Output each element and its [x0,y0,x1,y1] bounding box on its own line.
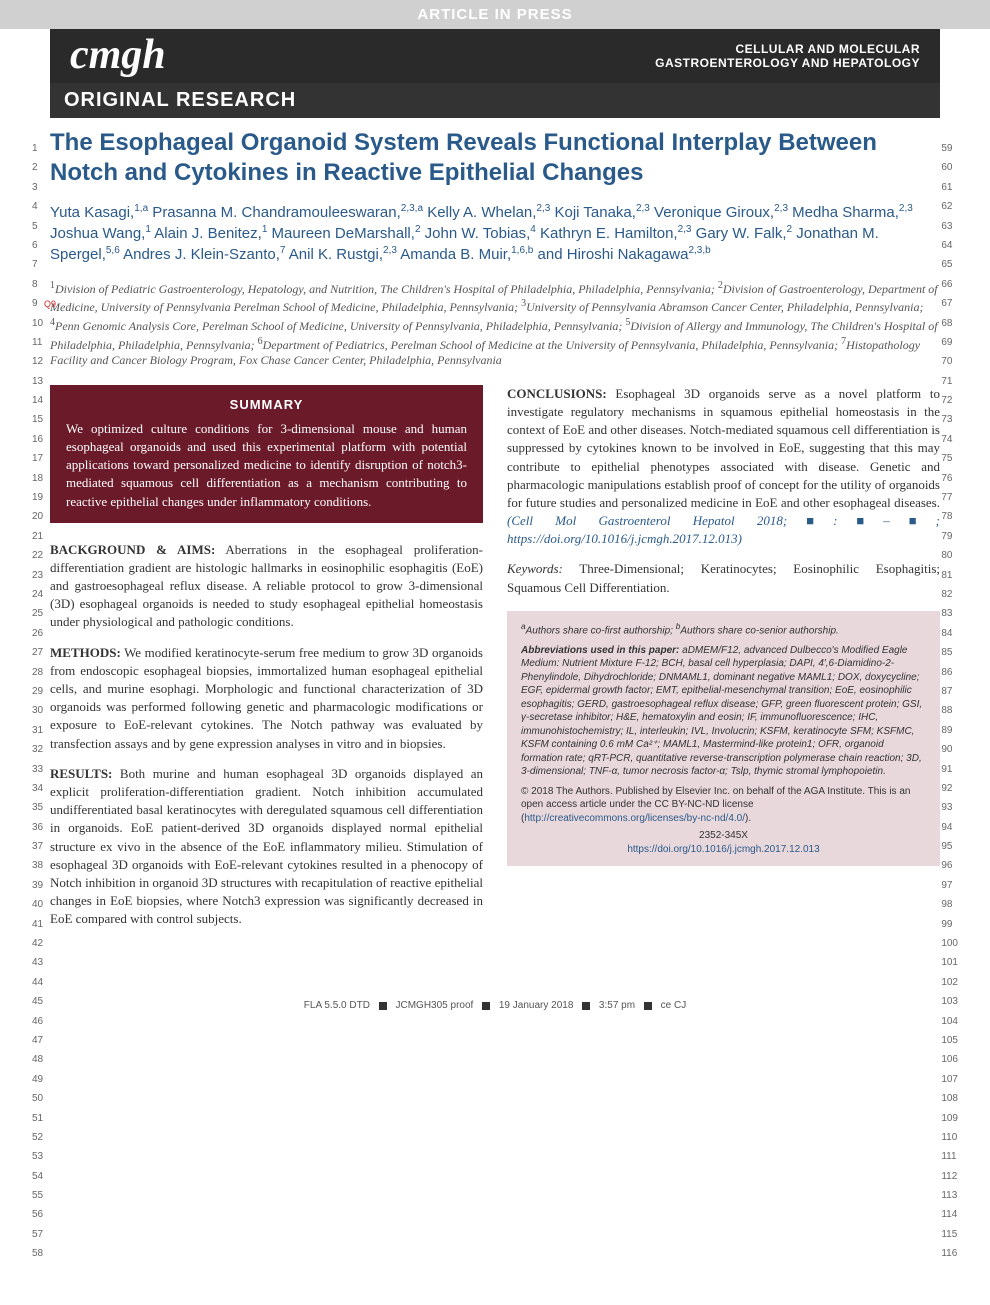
abstract-methods: METHODS: We modified keratinocyte-serum … [50,644,483,753]
query-tag: Q9 [44,299,56,309]
line-numbers-left: 1234567891011121314151617181920212223242… [32,144,43,1269]
affiliations: 1Division of Pediatric Gastroenterology,… [50,279,940,369]
journal-header: cmgh CELLULAR AND MOLECULAR GASTROENTERO… [50,29,940,83]
left-column: SUMMARY We optimized culture conditions … [50,385,483,941]
abstract-conclusions: CONCLUSIONS: Esophageal 3D organoids ser… [507,385,940,549]
summary-title: SUMMARY [66,397,467,412]
line-numbers-right: 5960616263646566676869707172737475767778… [941,144,958,1269]
section-header: ORIGINAL RESEARCH [50,83,940,118]
page-footer: FLA 5.5.0 DTD JCMGH305 proof 19 January … [0,970,990,1021]
article-in-press-banner: ARTICLE IN PRESS [0,0,990,29]
authorship-note: aAuthors share co-first authorship; bAut… [521,621,926,638]
summary-text: We optimized culture conditions for 3-di… [66,420,467,511]
doi-link[interactable]: https://doi.org/10.1016/j.jcmgh.2017.12.… [507,531,738,546]
right-column: CONCLUSIONS: Esophageal 3D organoids ser… [507,385,940,941]
footnote-box: aAuthors share co-first authorship; bAut… [507,611,940,866]
abbreviations: Abbreviations used in this paper: aDMEM/… [521,644,926,779]
article-title: The Esophageal Organoid System Reveals F… [50,128,940,188]
footnote-doi[interactable]: https://doi.org/10.1016/j.jcmgh.2017.12.… [521,843,926,857]
license-link[interactable]: http://creativecommons.org/licenses/by-n… [524,813,745,824]
issn: 2352-345X [521,829,926,843]
abstract-results-part1: RESULTS: Both murine and human esophagea… [50,765,483,929]
copyright: © 2018 The Authors. Published by Elsevie… [521,785,926,826]
keywords: Keywords: Three-Dimensional; Keratinocyt… [507,560,940,596]
journal-name: CELLULAR AND MOLECULAR GASTROENTEROLOGY … [655,42,920,71]
summary-box: SUMMARY We optimized culture conditions … [50,385,483,523]
authors: Yuta Kasagi,1,a Prasanna M. Chandramoule… [50,202,940,265]
journal-logo: cmgh [70,37,166,75]
abstract-background: BACKGROUND & AIMS: Aberrations in the es… [50,541,483,632]
